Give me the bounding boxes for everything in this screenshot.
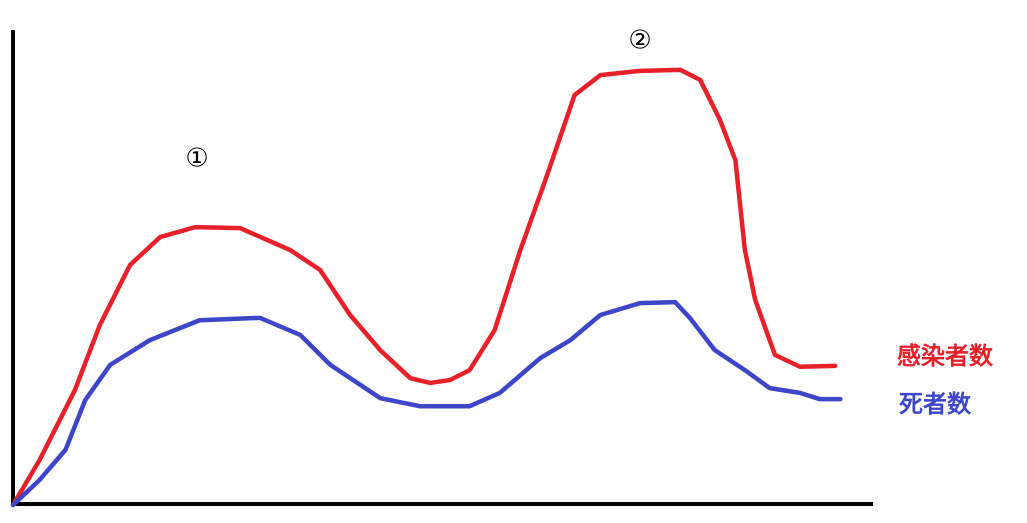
legend-label: 死者数 [899,390,972,418]
annotation: ② [628,26,651,56]
data-line [10,67,838,508]
annotation: ① [185,144,208,174]
legend-label: 感染者数 [897,342,994,370]
data-line [10,299,843,508]
